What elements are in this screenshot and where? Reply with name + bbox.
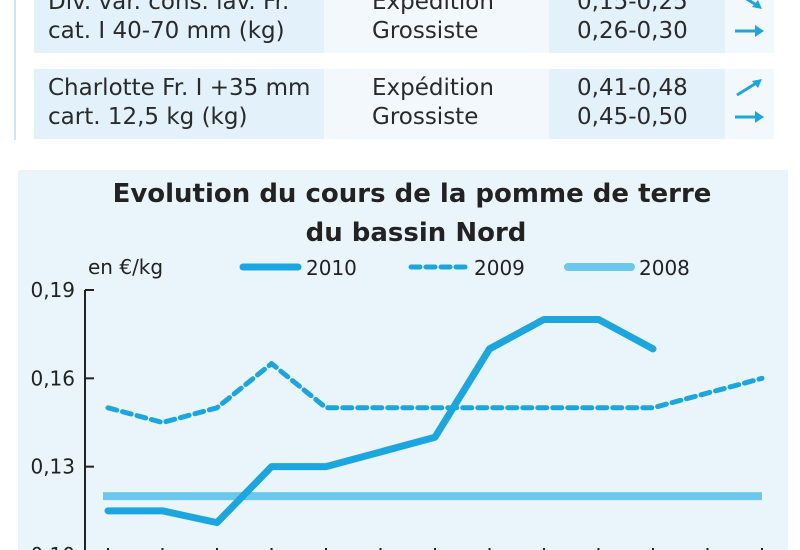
- price-cell: 0,41-0,48 0,45-0,50: [549, 69, 725, 139]
- price-range: 0,15-0,25: [577, 0, 688, 15]
- chart-title-line: Evolution du cours de la pomme de terre: [113, 179, 712, 209]
- table-row: Charlotte Fr. I +35 mm cart. 12,5 kg (kg…: [34, 69, 774, 139]
- stage-cell: Expédition Grossiste: [324, 69, 549, 139]
- product-name: Charlotte Fr. I +35 mm: [48, 75, 311, 101]
- legend-label-2008: 2008: [639, 256, 690, 280]
- y-tick-label: 0,13: [30, 455, 75, 479]
- chart-title-line: du bassin Nord: [306, 218, 527, 248]
- y-tick-label: 0,10: [30, 543, 75, 550]
- y-tick-label: 0,16: [30, 366, 75, 390]
- y-axis-unit-label: en €/kg: [88, 255, 163, 279]
- product-spec: cart. 12,5 kg (kg): [48, 104, 248, 130]
- stage-label: Grossiste: [372, 18, 479, 44]
- chart-series: [103, 315, 765, 527]
- trend-down-arrow-icon: [745, 0, 762, 9]
- product-name: Div. var. cons. lav. Fr.: [48, 0, 290, 15]
- table-left-rule: [14, 0, 16, 140]
- y-tick-label: 0,19: [30, 278, 75, 302]
- legend-label-2009: 2009: [474, 256, 525, 280]
- trend-cell: [725, 0, 774, 53]
- trend-stable-arrow-icon: [735, 25, 764, 37]
- stage-label: Expédition: [372, 0, 494, 15]
- trend-stable-arrow-icon: [735, 111, 764, 123]
- price-range: 0,45-0,50: [577, 104, 688, 130]
- stage-label: Grossiste: [372, 104, 479, 130]
- stage-label: Expédition: [372, 75, 494, 101]
- chart-axes: 0,10 0,13 0,16 0,19: [30, 278, 763, 550]
- trend-cell: [725, 69, 774, 139]
- legend-label-2010: 2010: [306, 256, 357, 280]
- chart-legend: 2010 2009 2008: [239, 256, 690, 280]
- trend-up-arrow-icon: [736, 79, 762, 97]
- product-cell: Charlotte Fr. I +35 mm cart. 12,5 kg (kg…: [34, 69, 324, 139]
- stage-cell: Expédition Grossiste: [324, 0, 549, 53]
- product-spec: cat. I 40-70 mm (kg): [48, 18, 285, 44]
- series-line-2009: [105, 361, 765, 425]
- price-cell: 0,15-0,25 0,26-0,30: [549, 0, 725, 53]
- product-cell: Div. var. cons. lav. Fr. cat. I 40-70 mm…: [34, 0, 324, 53]
- chart-panel: [18, 170, 788, 550]
- table-row: Div. var. cons. lav. Fr. cat. I 40-70 mm…: [34, 0, 774, 53]
- price-table: Div. var. cons. lav. Fr. cat. I 40-70 mm…: [0, 0, 800, 145]
- price-range: 0,41-0,48: [577, 75, 688, 101]
- price-range: 0,26-0,30: [577, 18, 688, 44]
